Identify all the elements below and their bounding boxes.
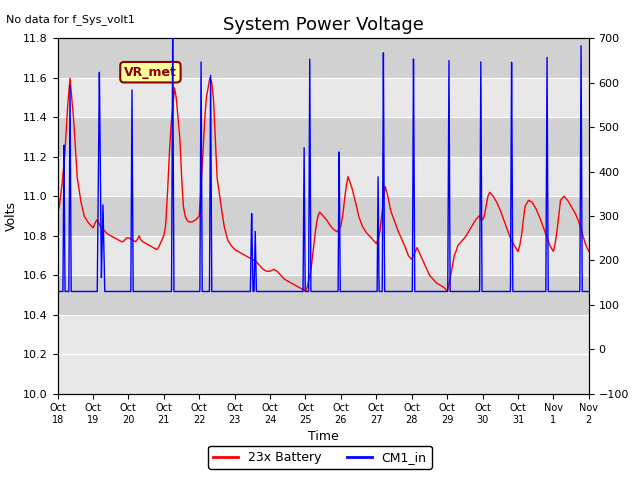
- Bar: [58, 117, 589, 157]
- Y-axis label: Volts: Volts: [4, 201, 17, 231]
- X-axis label: Time: Time: [308, 431, 339, 444]
- Text: No data for f_Sys_volt1: No data for f_Sys_volt1: [6, 14, 135, 25]
- Bar: [58, 275, 589, 315]
- Bar: [58, 38, 589, 78]
- Text: VR_met: VR_met: [124, 66, 177, 79]
- Bar: [58, 196, 589, 236]
- Title: System Power Voltage: System Power Voltage: [223, 16, 424, 34]
- Legend: 23x Battery, CM1_in: 23x Battery, CM1_in: [208, 446, 432, 469]
